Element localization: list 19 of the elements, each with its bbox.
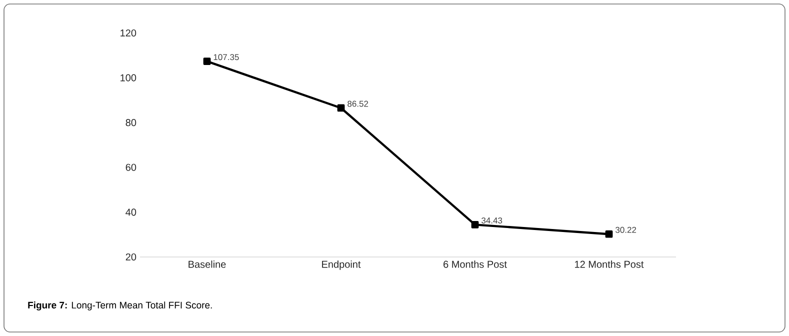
text: Figure 7: Long-Term Mean Total FFI Score. [28, 302, 212, 310]
point [203, 58, 211, 66]
x-tick-label: Endpoint [322, 260, 361, 270]
y-tick-label: 120 [120, 29, 136, 37]
data-label: 86.52 [348, 100, 368, 107]
data-label: 30.22 [616, 226, 636, 233]
x-tick-label: Baseline [188, 260, 226, 268]
y-tick-label: 60 [126, 164, 136, 171]
x-tick-label: 6 Months Post [444, 260, 507, 268]
y-tick-label: 40 [126, 208, 136, 216]
point [337, 104, 345, 112]
point [471, 220, 479, 228]
y-tick-label: 100 [120, 74, 136, 82]
data-label: 34.43 [482, 217, 502, 224]
data-label: 107.35 [214, 54, 239, 60]
y-tick-label: 20 [126, 253, 136, 261]
point [605, 230, 613, 238]
y-tick-label: 80 [126, 119, 136, 126]
x-tick-label: 12 Months Post [575, 260, 644, 268]
